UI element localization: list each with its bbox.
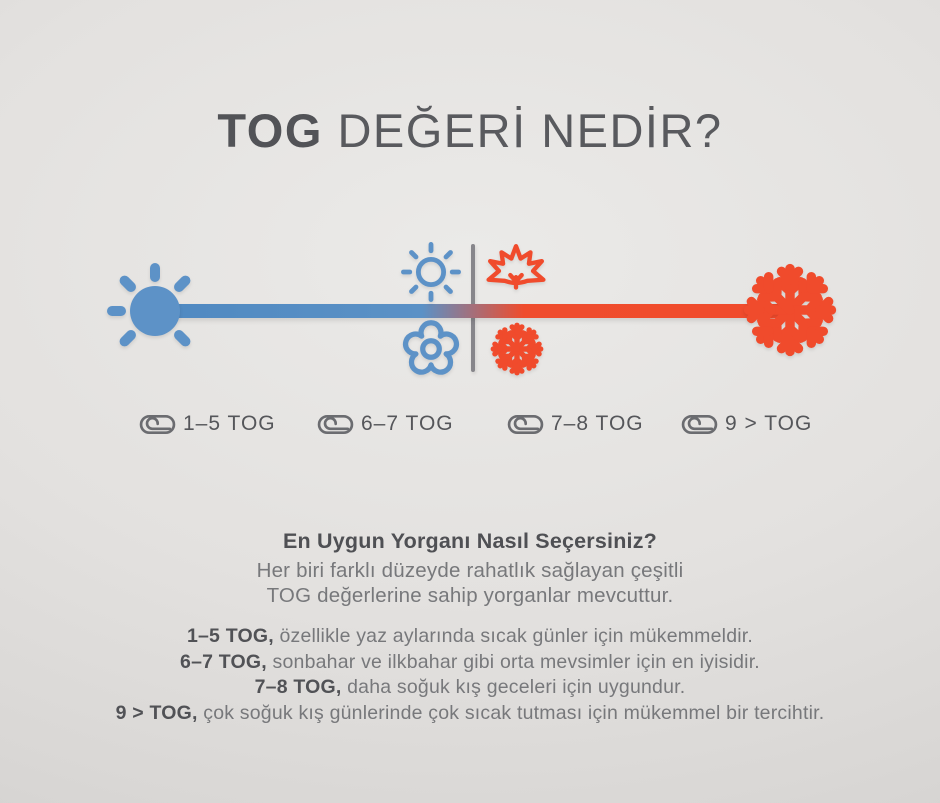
- tog-item: 1–5 TOG, özellikle yaz aylarında sıcak g…: [0, 624, 940, 650]
- scale-label-9-plus-tog: 9 > TOG: [681, 408, 812, 440]
- duvet-roll-icon: [317, 414, 354, 434]
- maple-leaf-icon: [486, 243, 546, 290]
- info-line: TOG değerlerine sahip yorganlar mevcuttu…: [266, 584, 674, 607]
- title-rest-part: DEĞERİ NEDİR?: [322, 104, 723, 157]
- scale-label-text: 1–5 TOG: [183, 412, 276, 435]
- scale-label-text: 9 > TOG: [725, 412, 813, 435]
- tog-item-text: özellikle yaz aylarında sıcak günler içi…: [273, 625, 754, 647]
- snowflake-small-icon: [489, 321, 545, 377]
- duvet-roll-icon: [507, 414, 544, 434]
- tog-item-text: çok soğuk kış günlerinde çok sıcak tutma…: [197, 701, 825, 724]
- info-heading: En Uygun Yorganı Nasıl Seçersiniz?: [283, 529, 657, 553]
- duvet-roll-icon: [681, 414, 718, 434]
- tog-item-text: daha soğuk kış geceleri için uygundur.: [341, 676, 686, 698]
- tog-gradient-bar: [155, 304, 791, 318]
- flower-icon: [402, 320, 460, 375]
- scale-label-1-5-tog: 1–5 TOG: [139, 408, 276, 440]
- info-line: Her biri farklı düzeyde rahatlık sağlaya…: [256, 559, 684, 582]
- tog-item: 9 > TOG, çok soğuk kış günlerinde çok sı…: [0, 701, 940, 727]
- tog-items-list: 1–5 TOG, özellikle yaz aylarında sıcak g…: [0, 624, 940, 726]
- tog-item: 6–7 TOG, sonbahar ve ilkbahar gibi orta …: [0, 650, 940, 676]
- info-block: En Uygun Yorganı Nasıl Seçersiniz? Her b…: [0, 528, 940, 726]
- duvet-roll-icon: [139, 414, 176, 434]
- tog-item-text: sonbahar ve ilkbahar gibi orta mevsimler…: [266, 650, 760, 673]
- tog-item-prefix: 9 > TOG,: [115, 701, 198, 724]
- scale-label-6-7-tog: 6–7 TOG: [317, 408, 454, 440]
- tog-item-prefix: 1–5 TOG,: [186, 625, 274, 647]
- page-title: TOG DEĞERİ NEDİR?: [0, 103, 940, 158]
- scale-label-7-8-tog: 7–8 TOG: [507, 408, 644, 440]
- sun-filled-icon: [107, 263, 191, 347]
- sun-outline-icon: [401, 242, 461, 302]
- tog-item: 7–8 TOG, daha soğuk kış geceleri için uy…: [0, 675, 940, 701]
- scale-label-text: 6–7 TOG: [361, 412, 454, 435]
- scale-label-text: 7–8 TOG: [551, 412, 644, 435]
- tog-item-prefix: 6–7 TOG,: [180, 650, 267, 673]
- title-bold-part: TOG: [217, 104, 323, 157]
- tog-item-prefix: 7–8 TOG,: [254, 676, 342, 698]
- snowflake-large-icon: [741, 261, 839, 359]
